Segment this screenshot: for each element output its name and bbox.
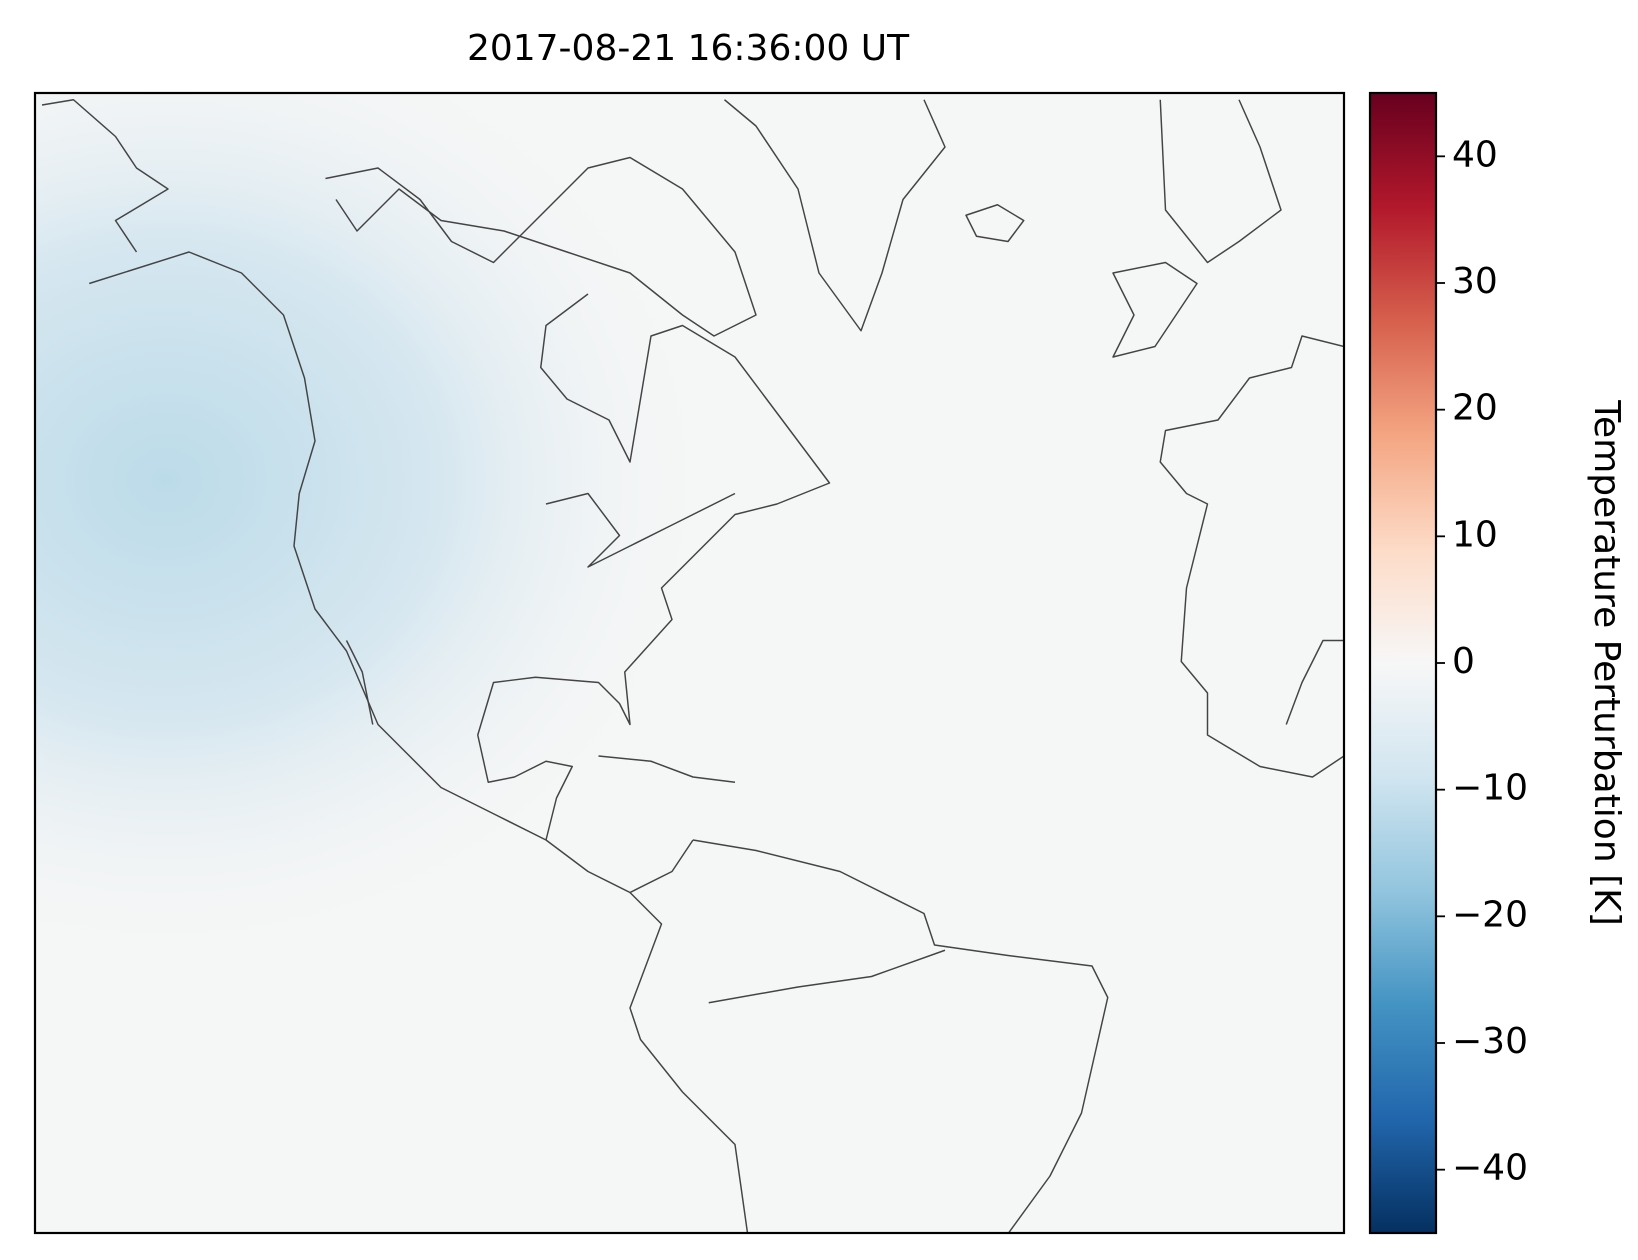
map xyxy=(35,93,1344,1233)
colorbar-tick-label: −10 xyxy=(1452,768,1528,809)
colorbar-tick-label: 40 xyxy=(1452,134,1498,175)
colorbar xyxy=(1368,91,1438,1235)
colorbar-tick-label: −20 xyxy=(1452,894,1528,935)
chart-title: 2017-08-21 16:36:00 UT xyxy=(467,28,910,69)
coastlines xyxy=(41,99,1344,1233)
colorbar-label: Temperature Perturbation [K] xyxy=(1586,399,1627,926)
map-frame xyxy=(33,91,1346,1235)
colorbar-tick-label: −40 xyxy=(1452,1148,1528,1189)
colorbar-tick-label: 0 xyxy=(1452,641,1475,682)
colorbar-tick-label: 20 xyxy=(1452,388,1498,429)
colorbar-tick-label: 10 xyxy=(1452,514,1498,555)
colorbar-tick-label: 30 xyxy=(1452,261,1498,302)
colorbar-tick-label: −30 xyxy=(1452,1021,1528,1062)
